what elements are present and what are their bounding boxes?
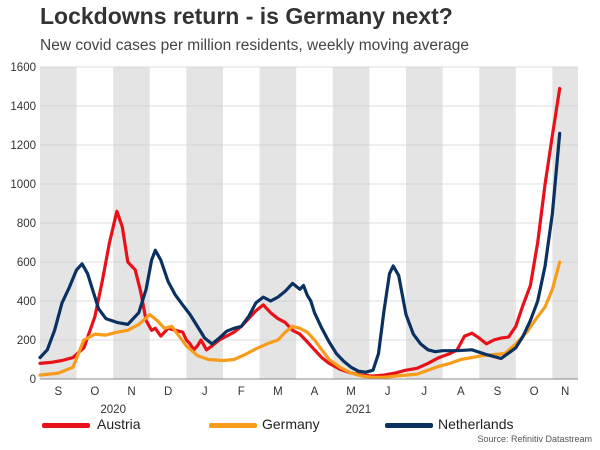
legend-swatch-germany <box>209 423 257 428</box>
series-line-netherlands <box>38 131 562 374</box>
x-tick-label: O <box>530 386 539 398</box>
y-tick-label: 0 <box>30 374 36 386</box>
y-tick-label: 400 <box>17 296 36 308</box>
x-tick-label: S <box>54 386 62 398</box>
x-tick-label: D <box>164 386 172 398</box>
chart-title: Lockdowns return - is Germany next? <box>40 3 453 29</box>
chart-subtitle: New covid cases per million residents, w… <box>40 37 470 54</box>
legend-label-netherlands: Netherlands <box>438 416 514 432</box>
axes: 0 200 400 600 800 1000 1200 1400 1600 S O N D J F M A M J J… <box>10 62 578 416</box>
y-tick-label: 600 <box>17 257 36 269</box>
y-tick-label: 200 <box>17 335 36 347</box>
y-tick-label: 1200 <box>10 140 36 152</box>
x-tick-label: J <box>202 386 208 398</box>
year-label: 2020 <box>100 404 126 416</box>
legend-swatch-netherlands <box>385 423 433 428</box>
x-tick-label: S <box>494 386 502 398</box>
x-tick-label: A <box>311 386 319 398</box>
x-tick-label: J <box>421 386 427 398</box>
year-label: 2021 <box>346 404 372 416</box>
legend-swatch-austria <box>42 423 90 428</box>
x-tick-label: A <box>457 386 465 398</box>
x-tick-label: J <box>385 386 391 398</box>
series-line-germany <box>38 260 562 379</box>
x-tick-label: M <box>273 386 283 398</box>
y-tick-label: 1600 <box>10 62 36 74</box>
x-tick-label: N <box>561 386 569 398</box>
x-tick-label: F <box>238 386 245 398</box>
y-tick-label: 800 <box>17 218 36 230</box>
series-lines <box>38 86 562 379</box>
x-tick-label: N <box>127 386 135 398</box>
x-tick-label: M <box>346 386 356 398</box>
source-note: Source: Refinitiv Datastream <box>477 434 592 444</box>
y-tick-label: 1400 <box>10 101 36 113</box>
legend-label-austria: Austria <box>97 416 141 432</box>
legend-label-germany: Germany <box>262 416 320 432</box>
y-tick-label: 1000 <box>10 179 36 191</box>
series-line-austria <box>38 86 562 378</box>
x-tick-label: O <box>90 386 99 398</box>
